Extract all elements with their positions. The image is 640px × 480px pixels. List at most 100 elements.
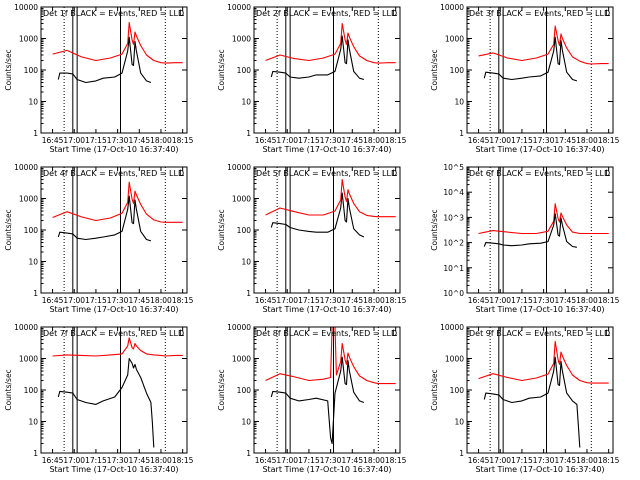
x-tick-label: 18:15 xyxy=(385,296,407,305)
y-tick-label: 10^4 xyxy=(443,188,464,197)
corner-label: L xyxy=(605,169,610,179)
corner-label: L xyxy=(392,169,397,179)
series-group xyxy=(265,22,396,81)
x-tick-label: 17:45 xyxy=(341,456,363,465)
x-tick-label: 17:45 xyxy=(554,136,576,145)
y-tick-label: 10 xyxy=(241,418,251,427)
x-tick-label: 17:15 xyxy=(298,136,320,145)
x-tick-label: 17:30 xyxy=(533,456,555,465)
y-tick-label: 1 xyxy=(459,449,464,458)
series-line-events xyxy=(483,356,581,448)
x-axis-label: Start Time (17-Oct-10 16:37:40) xyxy=(475,465,604,474)
x-tick-label: 18:00 xyxy=(363,136,385,145)
x-tick-label: 17:15 xyxy=(85,296,107,305)
x-tick-label: 18:15 xyxy=(172,456,194,465)
chart-title: Det 4f BLACK = Events, RED = LLD xyxy=(43,169,184,178)
y-tick-label: 10^1 xyxy=(443,264,464,273)
x-tick-label: 18:00 xyxy=(363,296,385,305)
y-tick-label: 1 xyxy=(33,289,38,298)
y-tick-label: 1000 xyxy=(19,355,38,364)
chart-title: Det 8f BLACK = Events, RED = LLD xyxy=(256,329,397,338)
x-axis-label: Start Time (17-Oct-10 16:37:40) xyxy=(49,145,178,154)
x-axis-label: Start Time (17-Oct-10 16:37:40) xyxy=(262,145,391,154)
series-line-events xyxy=(270,192,365,238)
y-tick-label: 10^5 xyxy=(443,163,464,172)
x-tick-label: 16:45 xyxy=(468,136,490,145)
x-axis-label: Start Time (17-Oct-10 16:37:40) xyxy=(475,305,604,314)
y-tick-label: 1 xyxy=(33,449,38,458)
x-tick-label: 16:45 xyxy=(255,456,277,465)
x-tick-label: 17:00 xyxy=(276,296,298,305)
x-tick-label: 17:00 xyxy=(63,136,85,145)
x-tick-label: 17:15 xyxy=(85,456,107,465)
corner-label: L xyxy=(179,169,184,179)
x-tick-label: 17:30 xyxy=(533,136,555,145)
series-line-lld xyxy=(478,25,609,65)
chart-title: Det 2f BLACK = Events, RED = LLD xyxy=(256,9,397,18)
y-tick-label: 100 xyxy=(450,66,465,75)
series-group xyxy=(52,22,183,84)
y-tick-label: 10 xyxy=(454,98,464,107)
chart-title: Det 1f BLACK = Events, RED = LLD xyxy=(43,9,184,18)
x-tick-label: 17:30 xyxy=(320,456,342,465)
y-tick-label: 10^3 xyxy=(443,213,464,222)
x-tick-label: 18:15 xyxy=(598,136,620,145)
x-tick-label: 16:45 xyxy=(468,296,490,305)
y-axis-label: Counts/sec xyxy=(4,209,13,250)
x-tick-label: 17:15 xyxy=(298,456,320,465)
y-tick-label: 10 xyxy=(241,258,251,267)
series-line-events xyxy=(57,36,152,84)
x-tick-label: 17:00 xyxy=(63,456,85,465)
x-tick-label: 17:45 xyxy=(128,136,150,145)
x-tick-label: 17:15 xyxy=(511,296,533,305)
x-tick-label: 16:45 xyxy=(42,136,64,145)
y-tick-label: 1 xyxy=(459,129,464,138)
y-tick-label: 1000 xyxy=(19,35,38,44)
x-tick-label: 17:15 xyxy=(298,296,320,305)
x-tick-label: 16:45 xyxy=(255,296,277,305)
y-tick-label: 10000 xyxy=(14,3,38,12)
y-axis-label: Counts/sec xyxy=(217,369,226,410)
chart-title: Det 3f BLACK = Events, RED = LLD xyxy=(469,9,610,18)
y-tick-label: 1 xyxy=(246,129,251,138)
y-axis-label: Counts/sec xyxy=(430,209,439,250)
x-tick-label: 18:15 xyxy=(598,296,620,305)
y-tick-label: 10^2 xyxy=(443,239,464,248)
x-tick-label: 18:00 xyxy=(150,296,172,305)
chart-title: Det 7f BLACK = Events, RED = LLD xyxy=(43,329,184,338)
x-tick-label: 17:45 xyxy=(128,456,150,465)
y-tick-label: 10000 xyxy=(14,323,38,332)
y-tick-label: 100 xyxy=(237,226,252,235)
x-tick-label: 18:00 xyxy=(150,136,172,145)
y-axis-label: Counts/sec xyxy=(4,369,13,410)
x-tick-label: 18:00 xyxy=(576,296,598,305)
x-tick-label: 17:30 xyxy=(107,296,129,305)
series-line-lld xyxy=(265,178,396,218)
y-tick-label: 10 xyxy=(241,98,251,107)
x-tick-label: 17:00 xyxy=(276,456,298,465)
series-line-events xyxy=(483,36,578,82)
series-line-events xyxy=(270,35,365,81)
series-group xyxy=(52,337,183,448)
chart-title: Det 5f BLACK = Events, RED = LLD xyxy=(256,169,397,178)
series-line-lld xyxy=(265,22,396,64)
x-tick-label: 18:15 xyxy=(385,136,407,145)
x-axis-label: Start Time (17-Oct-10 16:37:40) xyxy=(475,145,604,154)
corner-label: L xyxy=(179,329,184,339)
corner-label: L xyxy=(392,9,397,19)
y-axis-label: Counts/sec xyxy=(430,49,439,90)
corner-label: L xyxy=(179,9,184,19)
x-tick-label: 17:00 xyxy=(63,296,85,305)
y-tick-label: 1 xyxy=(246,289,251,298)
series-group xyxy=(265,327,396,445)
y-tick-label: 10 xyxy=(454,418,464,427)
series-line-lld xyxy=(265,327,396,385)
x-tick-label: 17:00 xyxy=(276,136,298,145)
y-tick-label: 1 xyxy=(33,129,38,138)
y-tick-label: 10000 xyxy=(227,3,251,12)
